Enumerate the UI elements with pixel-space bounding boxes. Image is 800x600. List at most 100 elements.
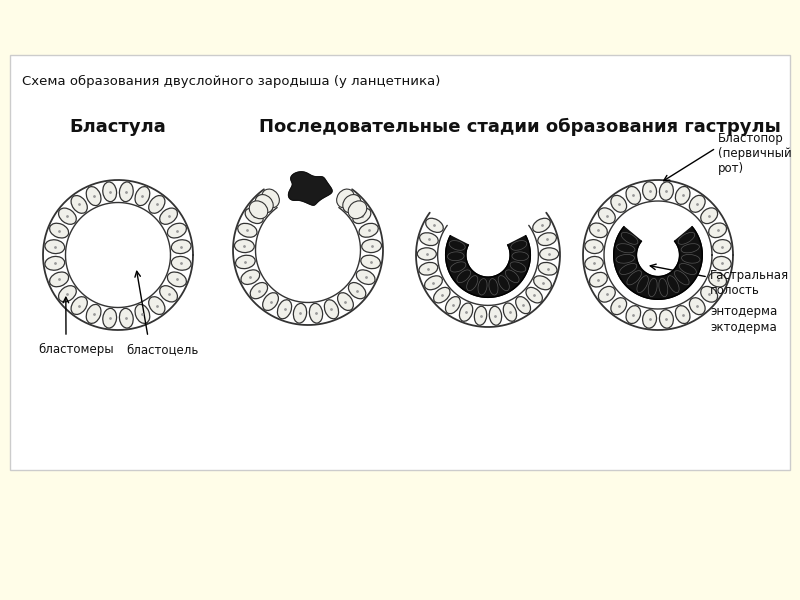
Ellipse shape	[338, 293, 354, 310]
Ellipse shape	[361, 255, 381, 269]
Ellipse shape	[538, 262, 557, 275]
Ellipse shape	[659, 278, 668, 297]
Polygon shape	[289, 172, 332, 205]
Ellipse shape	[102, 308, 117, 328]
Text: Гастральная
полость: Гастральная полость	[710, 269, 789, 297]
Ellipse shape	[627, 271, 642, 285]
Ellipse shape	[659, 310, 674, 328]
Ellipse shape	[447, 252, 464, 260]
Ellipse shape	[626, 187, 641, 205]
Ellipse shape	[348, 201, 366, 219]
Text: эктодерма: эктодерма	[710, 321, 777, 334]
Ellipse shape	[238, 223, 257, 237]
Ellipse shape	[337, 189, 354, 208]
Ellipse shape	[278, 300, 292, 319]
Ellipse shape	[619, 263, 637, 275]
Ellipse shape	[86, 187, 101, 206]
Ellipse shape	[637, 275, 648, 293]
Text: бластоцель: бластоцель	[126, 343, 198, 356]
Ellipse shape	[679, 263, 697, 275]
Ellipse shape	[324, 300, 338, 319]
Ellipse shape	[235, 255, 255, 269]
Ellipse shape	[450, 262, 466, 272]
Ellipse shape	[506, 270, 519, 283]
Ellipse shape	[675, 187, 690, 205]
Ellipse shape	[250, 283, 267, 299]
Ellipse shape	[659, 182, 674, 200]
Ellipse shape	[356, 270, 375, 284]
Polygon shape	[446, 236, 530, 298]
Ellipse shape	[540, 248, 558, 260]
Text: Схема образования двуслойного зародыша (у ланцетника): Схема образования двуслойного зародыша (…	[22, 75, 440, 88]
Ellipse shape	[648, 278, 657, 297]
Ellipse shape	[71, 196, 87, 214]
Ellipse shape	[149, 196, 165, 214]
Ellipse shape	[250, 201, 268, 219]
Ellipse shape	[510, 262, 526, 272]
Ellipse shape	[160, 208, 178, 224]
Ellipse shape	[678, 232, 694, 244]
Ellipse shape	[353, 208, 371, 224]
Ellipse shape	[585, 239, 603, 254]
Ellipse shape	[713, 256, 731, 271]
Ellipse shape	[511, 241, 527, 250]
Ellipse shape	[449, 241, 465, 250]
Ellipse shape	[45, 256, 65, 270]
FancyBboxPatch shape	[10, 55, 790, 470]
Ellipse shape	[490, 306, 502, 325]
Ellipse shape	[294, 304, 306, 323]
Ellipse shape	[526, 287, 542, 303]
Ellipse shape	[434, 287, 450, 303]
Ellipse shape	[512, 252, 529, 260]
Ellipse shape	[534, 276, 551, 290]
Ellipse shape	[255, 194, 274, 213]
Ellipse shape	[167, 223, 186, 238]
Ellipse shape	[616, 254, 634, 263]
Ellipse shape	[611, 298, 626, 314]
Ellipse shape	[617, 244, 635, 253]
Ellipse shape	[135, 187, 150, 206]
Ellipse shape	[626, 305, 641, 323]
Ellipse shape	[310, 304, 322, 323]
Ellipse shape	[119, 182, 134, 202]
Ellipse shape	[503, 303, 517, 321]
Ellipse shape	[642, 310, 657, 328]
Ellipse shape	[682, 254, 700, 263]
Ellipse shape	[668, 275, 679, 293]
Ellipse shape	[149, 296, 165, 314]
Ellipse shape	[674, 271, 689, 285]
Text: бластомеры: бластомеры	[38, 343, 114, 356]
Ellipse shape	[426, 218, 443, 232]
Ellipse shape	[171, 240, 191, 254]
Ellipse shape	[58, 286, 76, 302]
Ellipse shape	[538, 233, 557, 245]
Ellipse shape	[681, 244, 699, 253]
Ellipse shape	[160, 286, 178, 302]
Ellipse shape	[342, 194, 361, 213]
Ellipse shape	[478, 278, 487, 295]
Ellipse shape	[135, 304, 150, 323]
Ellipse shape	[119, 308, 134, 328]
Ellipse shape	[425, 276, 442, 290]
Ellipse shape	[622, 232, 638, 244]
Ellipse shape	[418, 248, 436, 260]
Ellipse shape	[701, 208, 718, 224]
Ellipse shape	[362, 239, 382, 253]
Ellipse shape	[457, 270, 470, 283]
Ellipse shape	[71, 296, 87, 314]
Ellipse shape	[245, 208, 263, 224]
Ellipse shape	[690, 196, 705, 212]
Ellipse shape	[713, 239, 731, 254]
Ellipse shape	[709, 272, 726, 287]
Ellipse shape	[516, 296, 530, 314]
Ellipse shape	[675, 305, 690, 323]
Ellipse shape	[590, 223, 607, 238]
Ellipse shape	[45, 240, 65, 254]
Ellipse shape	[171, 256, 191, 270]
Ellipse shape	[489, 278, 498, 295]
Polygon shape	[614, 227, 702, 299]
Text: Бластула: Бластула	[70, 118, 166, 136]
Ellipse shape	[474, 306, 486, 325]
Text: энтодерма: энтодерма	[710, 305, 778, 318]
Ellipse shape	[359, 223, 378, 237]
